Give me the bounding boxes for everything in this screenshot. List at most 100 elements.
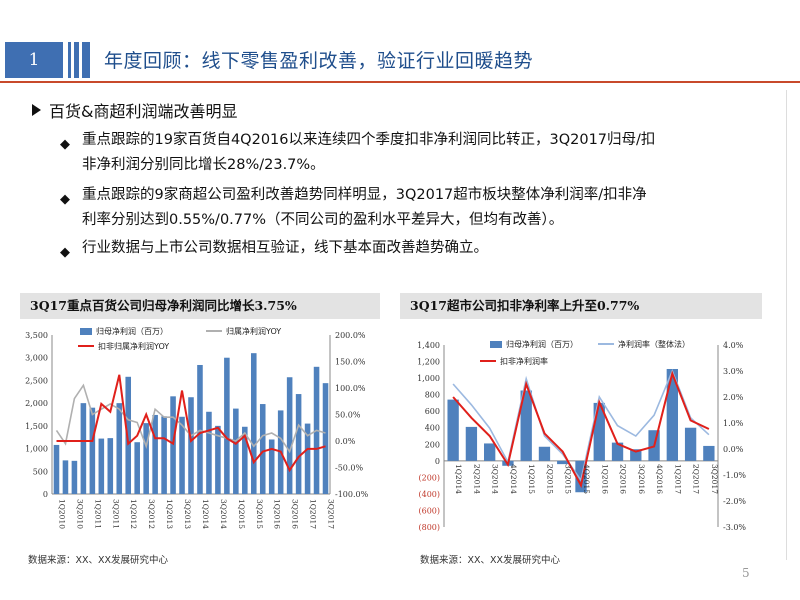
x-tick-label: 1Q2017: [673, 464, 682, 494]
bar: [304, 423, 311, 494]
bar: [89, 407, 96, 494]
sub-bullet-2-line1: 重点跟踪的9家商超公司盈利改善趋势同样明显，3Q2017超市板块整体净利润率/扣…: [82, 187, 647, 203]
legend-swatch: [490, 341, 502, 348]
chart-right-panel: 3Q17超市公司扣非净利率上升至0.77% (800) (600) (400) (20…: [400, 293, 762, 571]
y-right-tick-label: 1.0%: [723, 419, 744, 428]
sub-bullet-3: ◆ 行业数据与上市公司数据相互验证，线下基本面改善趋势确立。: [60, 236, 780, 261]
bar: [295, 394, 302, 494]
y-left-tick-label: 1,000: [417, 374, 440, 383]
legend-swatch: [80, 328, 92, 335]
legend-label: 归属净利润YOY: [226, 326, 281, 336]
sub-bullet-1-line1: 重点跟踪的19家百货自4Q2016以来连续四个季度扣非净利润同比转正，3Q201…: [82, 132, 656, 148]
x-tick-label: 3Q2016: [637, 464, 646, 494]
x-tick-label: 3Q2017: [710, 464, 719, 494]
x-tick-label: 2Q2014: [472, 464, 481, 494]
bar: [286, 377, 293, 494]
diamond-bullet-icon: ◆: [60, 245, 70, 260]
legend-label: 归母净利润（百万）: [506, 339, 578, 349]
y-left-tick-label: 500: [33, 467, 48, 476]
legend-label: 归母净利润（百万）: [96, 326, 168, 336]
diamond-bullet-icon: ◆: [60, 192, 70, 207]
bar: [224, 357, 230, 494]
diamond-bullet-icon: ◆: [60, 137, 70, 152]
chart-left-source: 数据来源：XX、XX发展研究中心: [28, 555, 169, 566]
sub-bullet-2: ◆ 重点跟踪的9家商超公司盈利改善趋势同样明显，3Q2017超市板块整体净利润率…: [60, 183, 780, 233]
bar: [611, 442, 624, 461]
x-tick-label: 1Q2016: [600, 464, 609, 494]
x-tick-label: 2Q2015: [545, 464, 554, 494]
title-divider: [0, 81, 800, 83]
bar: [80, 403, 87, 494]
y-left-tick-label: 800: [425, 391, 440, 400]
series-line: [452, 368, 710, 483]
bar: [62, 460, 69, 494]
bar: [170, 396, 176, 494]
y-right-tick-label: -2.0%: [723, 497, 746, 506]
section-number-box: 1: [5, 42, 63, 78]
bar: [98, 438, 105, 494]
y-left-tick-label: 400: [425, 424, 440, 433]
y-right-tick-label: 100.0%: [335, 384, 366, 393]
bar: [484, 443, 496, 461]
bar: [107, 438, 114, 494]
x-tick-label: 3Q2012: [147, 499, 156, 529]
x-tick-label: 3Q2015: [564, 464, 573, 494]
bar: [593, 402, 605, 461]
x-tick-label: 3Q2015: [255, 499, 264, 529]
bar: [179, 416, 185, 494]
bar: [152, 414, 158, 494]
y-left-tick-label: 2,500: [25, 376, 48, 385]
section-number: 1: [28, 50, 40, 70]
chart-right-source: 数据来源：XX、XX发展研究中心: [420, 555, 561, 566]
x-tick-label: 4Q2014: [509, 464, 518, 494]
legend-label: 净利润率（整体法）: [618, 339, 690, 349]
bar: [666, 368, 678, 461]
y-left-tick-label: 1,500: [25, 422, 48, 431]
x-tick-label: 3Q2013: [183, 499, 192, 529]
bar: [71, 460, 78, 494]
y-left-tick-label: 3,000: [25, 354, 48, 363]
page-number: 5: [742, 566, 750, 580]
main-bullet: 百货&商超利润端改善明显: [32, 98, 237, 122]
y-left-tick-label: (800): [418, 523, 440, 532]
bar: [188, 397, 194, 494]
bar: [447, 399, 459, 461]
y-right-tick-label: -3.0%: [723, 523, 746, 532]
x-tick-label: 3Q2016: [291, 499, 300, 529]
y-left-tick-label: 1,200: [417, 358, 440, 367]
bar: [684, 427, 697, 461]
x-tick-label: 1Q2014: [454, 464, 463, 494]
x-tick-label: 2Q2016: [619, 464, 628, 494]
bar: [250, 353, 257, 494]
bar: [116, 403, 123, 494]
bar: [215, 425, 221, 494]
y-right-tick-label: -100.0%: [335, 490, 369, 499]
y-left-tick-label: 0: [43, 490, 48, 499]
y-right-tick-label: 2.0%: [723, 393, 744, 402]
y-left-tick-label: (400): [418, 490, 440, 499]
chart-left-panel: 3Q17重点百货公司归母净利润同比增长3.75% 0 500 1,000 1,500 2…: [20, 293, 380, 571]
chart-right-title: 3Q17超市公司扣非净利率上升至0.77%: [400, 293, 762, 319]
legend-label: 扣非归属净利润YOY: [98, 341, 169, 351]
x-tick-label: 3Q2011: [111, 499, 120, 529]
y-left-tick-label: 2,000: [25, 399, 48, 408]
right-divider: [786, 90, 787, 560]
y-left-tick-label: 0: [435, 457, 440, 466]
y-right-tick-label: 3.0%: [723, 367, 744, 376]
y-left-tick-label: 1,000: [25, 445, 48, 454]
bar: [53, 444, 60, 494]
y-left-tick-label: (200): [418, 473, 440, 482]
bar: [630, 449, 642, 461]
y-left-tick-label: 600: [425, 407, 440, 416]
bar: [268, 439, 275, 494]
bar: [242, 426, 248, 494]
series-line: [56, 374, 326, 473]
bar: [233, 408, 239, 494]
main-bullet-text: 百货&商超利润端改善明显: [49, 102, 238, 121]
x-tick-label: 3Q2014: [219, 499, 228, 529]
bar: [206, 411, 212, 494]
arrow-bullet-icon: [32, 104, 41, 116]
y-right-tick-label: -1.0%: [723, 471, 746, 480]
legend-label: 扣非净利润率: [500, 356, 548, 366]
sub-bullet-3-line1: 行业数据与上市公司数据相互验证，线下基本面改善趋势确立。: [82, 240, 488, 256]
